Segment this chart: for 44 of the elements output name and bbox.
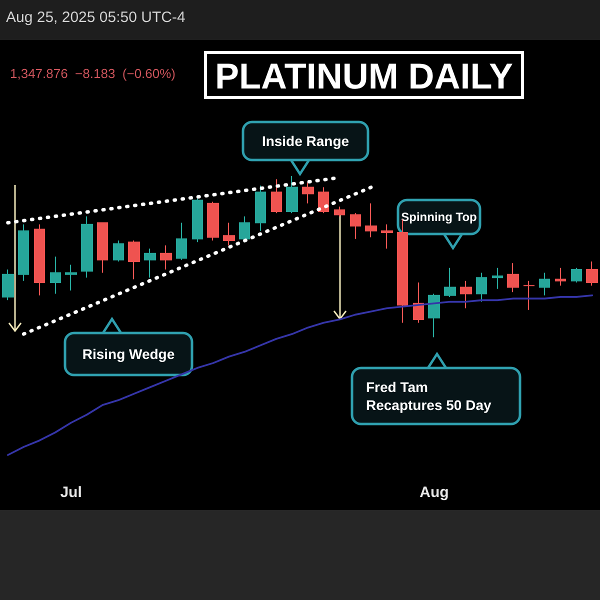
candlestick <box>192 198 203 243</box>
text: Fred Tam Recaptures 50 Day <box>366 379 492 413</box>
candlestick <box>302 182 314 204</box>
chart-title: PLATINUM DAILY <box>215 56 514 96</box>
candlestick <box>128 240 140 280</box>
candlestick <box>207 201 219 242</box>
candlestick <box>571 267 582 283</box>
candlestick <box>2 269 14 301</box>
candlestick <box>50 256 61 294</box>
candlestick <box>539 272 550 296</box>
text: Aug 25, 2025 05:50 UTC-4 <box>6 9 186 26</box>
candlestick <box>381 224 393 250</box>
candlestick <box>350 212 361 240</box>
candlestick <box>144 248 156 278</box>
candlestick <box>413 282 424 324</box>
candlestick <box>81 216 93 278</box>
candlestick <box>65 264 77 292</box>
x-tick-label: Jul <box>60 484 82 501</box>
chart-subtitle: 1,347.876 −8.183 (−0.60%) <box>10 66 176 81</box>
candlestick <box>428 293 440 338</box>
text: Inside Range <box>262 133 350 149</box>
candlestick <box>555 267 566 286</box>
candlestick <box>176 222 187 260</box>
text: Rising Wedge <box>82 346 175 362</box>
candlestick <box>523 280 535 310</box>
candlestick <box>586 260 598 286</box>
candlestick <box>365 202 377 238</box>
candlestick <box>255 185 266 232</box>
candlestick <box>444 267 456 298</box>
candlestick <box>507 262 519 293</box>
candlestick <box>286 176 298 214</box>
candlestick <box>97 222 108 274</box>
candlestick <box>18 224 29 282</box>
candlestick <box>223 222 235 246</box>
candlestick <box>34 224 45 296</box>
candlestick <box>492 267 503 290</box>
candlestick <box>113 240 124 262</box>
candlestick <box>476 272 487 302</box>
candlestick <box>160 244 172 270</box>
annotation: Spinning Top <box>401 210 477 224</box>
x-tick-label: Aug <box>420 484 449 501</box>
candlestick <box>460 280 472 309</box>
candlestick <box>271 178 282 214</box>
candlestick <box>334 206 345 217</box>
